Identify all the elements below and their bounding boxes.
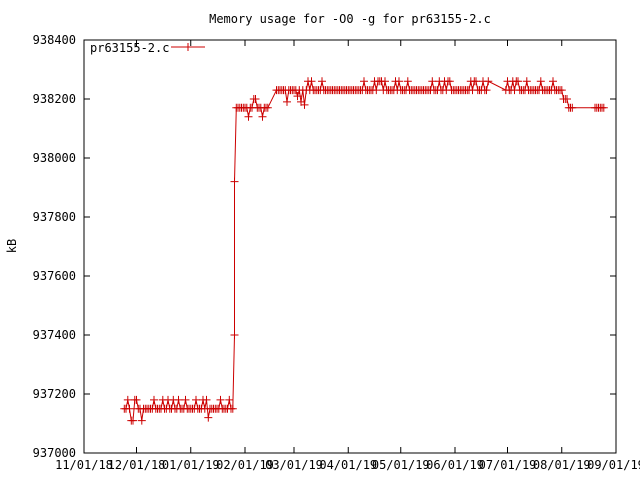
x-tick-label: 08/01/19 <box>533 458 591 472</box>
data-point-marker <box>472 77 480 86</box>
data-point-marker <box>258 112 267 121</box>
data-point-marker <box>381 77 389 86</box>
data-point-marker <box>568 103 577 112</box>
data-point-marker <box>300 100 309 109</box>
data-point-marker <box>557 86 566 95</box>
data-point-marker <box>230 331 239 339</box>
data-point-marker <box>225 395 234 404</box>
x-tick-label: 03/01/19 <box>265 458 323 472</box>
plot-frame <box>83 39 617 454</box>
x-tick-label: 02/01/19 <box>216 458 274 472</box>
data-point-marker <box>123 395 132 404</box>
data-point-marker <box>202 395 211 404</box>
data-point-marker <box>318 77 326 86</box>
data-point-marker <box>228 404 237 413</box>
x-tick-label: 09/01/19 <box>587 458 640 472</box>
data-point-marker <box>599 103 608 112</box>
x-tick-label: 12/01/18 <box>108 458 166 472</box>
x-tick-label: 01/01/19 <box>162 458 220 472</box>
series-line-pr63155-2 <box>124 80 604 422</box>
data-point-marker <box>522 77 531 86</box>
x-axis-ticks: 11/01/1812/01/1801/01/1902/01/1903/01/19… <box>55 40 640 472</box>
data-point-marker <box>125 404 134 413</box>
data-point-marker <box>536 77 545 86</box>
chart-title: Memory usage for -O0 -g for pr63155-2.c <box>209 12 491 26</box>
data-point-marker <box>174 395 183 404</box>
y-tick-label: 937600 <box>33 269 76 283</box>
data-point-marker <box>360 77 368 86</box>
data-point-marker <box>293 92 302 101</box>
data-point-marker <box>251 95 260 103</box>
data-point-marker <box>283 97 291 106</box>
data-point-marker <box>129 416 137 425</box>
data-point-marker <box>395 77 403 86</box>
data-point-marker <box>132 395 141 404</box>
data-point-marker <box>484 77 493 86</box>
x-tick-label: 07/01/19 <box>479 458 537 472</box>
data-point-marker <box>263 103 272 112</box>
series-markers <box>120 77 608 425</box>
x-tick-label: 11/01/18 <box>55 458 113 472</box>
data-point-marker <box>230 177 239 186</box>
x-tick-label: 04/01/19 <box>319 458 377 472</box>
data-point-marker <box>445 77 454 86</box>
data-point-marker <box>563 95 571 103</box>
x-tick-label: 05/01/19 <box>372 458 430 472</box>
data-point-marker <box>549 77 557 86</box>
data-point-marker <box>372 86 381 95</box>
data-point-marker <box>482 86 491 95</box>
data-point-marker <box>204 413 213 422</box>
data-point-marker <box>307 77 316 86</box>
legend-label: pr63155-2.c <box>90 41 169 55</box>
data-point-marker <box>150 395 158 404</box>
y-tick-label: 937000 <box>33 446 76 460</box>
y-tick-label: 937400 <box>33 328 76 342</box>
data-point-marker <box>137 416 146 425</box>
y-tick-label: 938400 <box>33 33 76 47</box>
data-point-marker <box>428 77 437 86</box>
y-tick-label: 937800 <box>33 210 76 224</box>
legend: pr63155-2.c <box>90 41 205 55</box>
data-point-marker <box>514 77 522 86</box>
y-tick-label: 938200 <box>33 92 76 106</box>
y-tick-label: 937200 <box>33 387 76 401</box>
data-point-marker <box>244 112 253 121</box>
data-point-marker <box>403 77 412 86</box>
data-point-marker <box>181 395 190 404</box>
y-tick-label: 938000 <box>33 151 76 165</box>
data-point-marker <box>216 395 225 404</box>
x-tick-label: 06/01/19 <box>426 458 484 472</box>
data-point-marker <box>192 395 200 404</box>
y-axis-ticks: 937000 937200 937400 937600 937800 938000 9382… <box>33 33 616 460</box>
y-axis-label: kB <box>5 239 19 253</box>
